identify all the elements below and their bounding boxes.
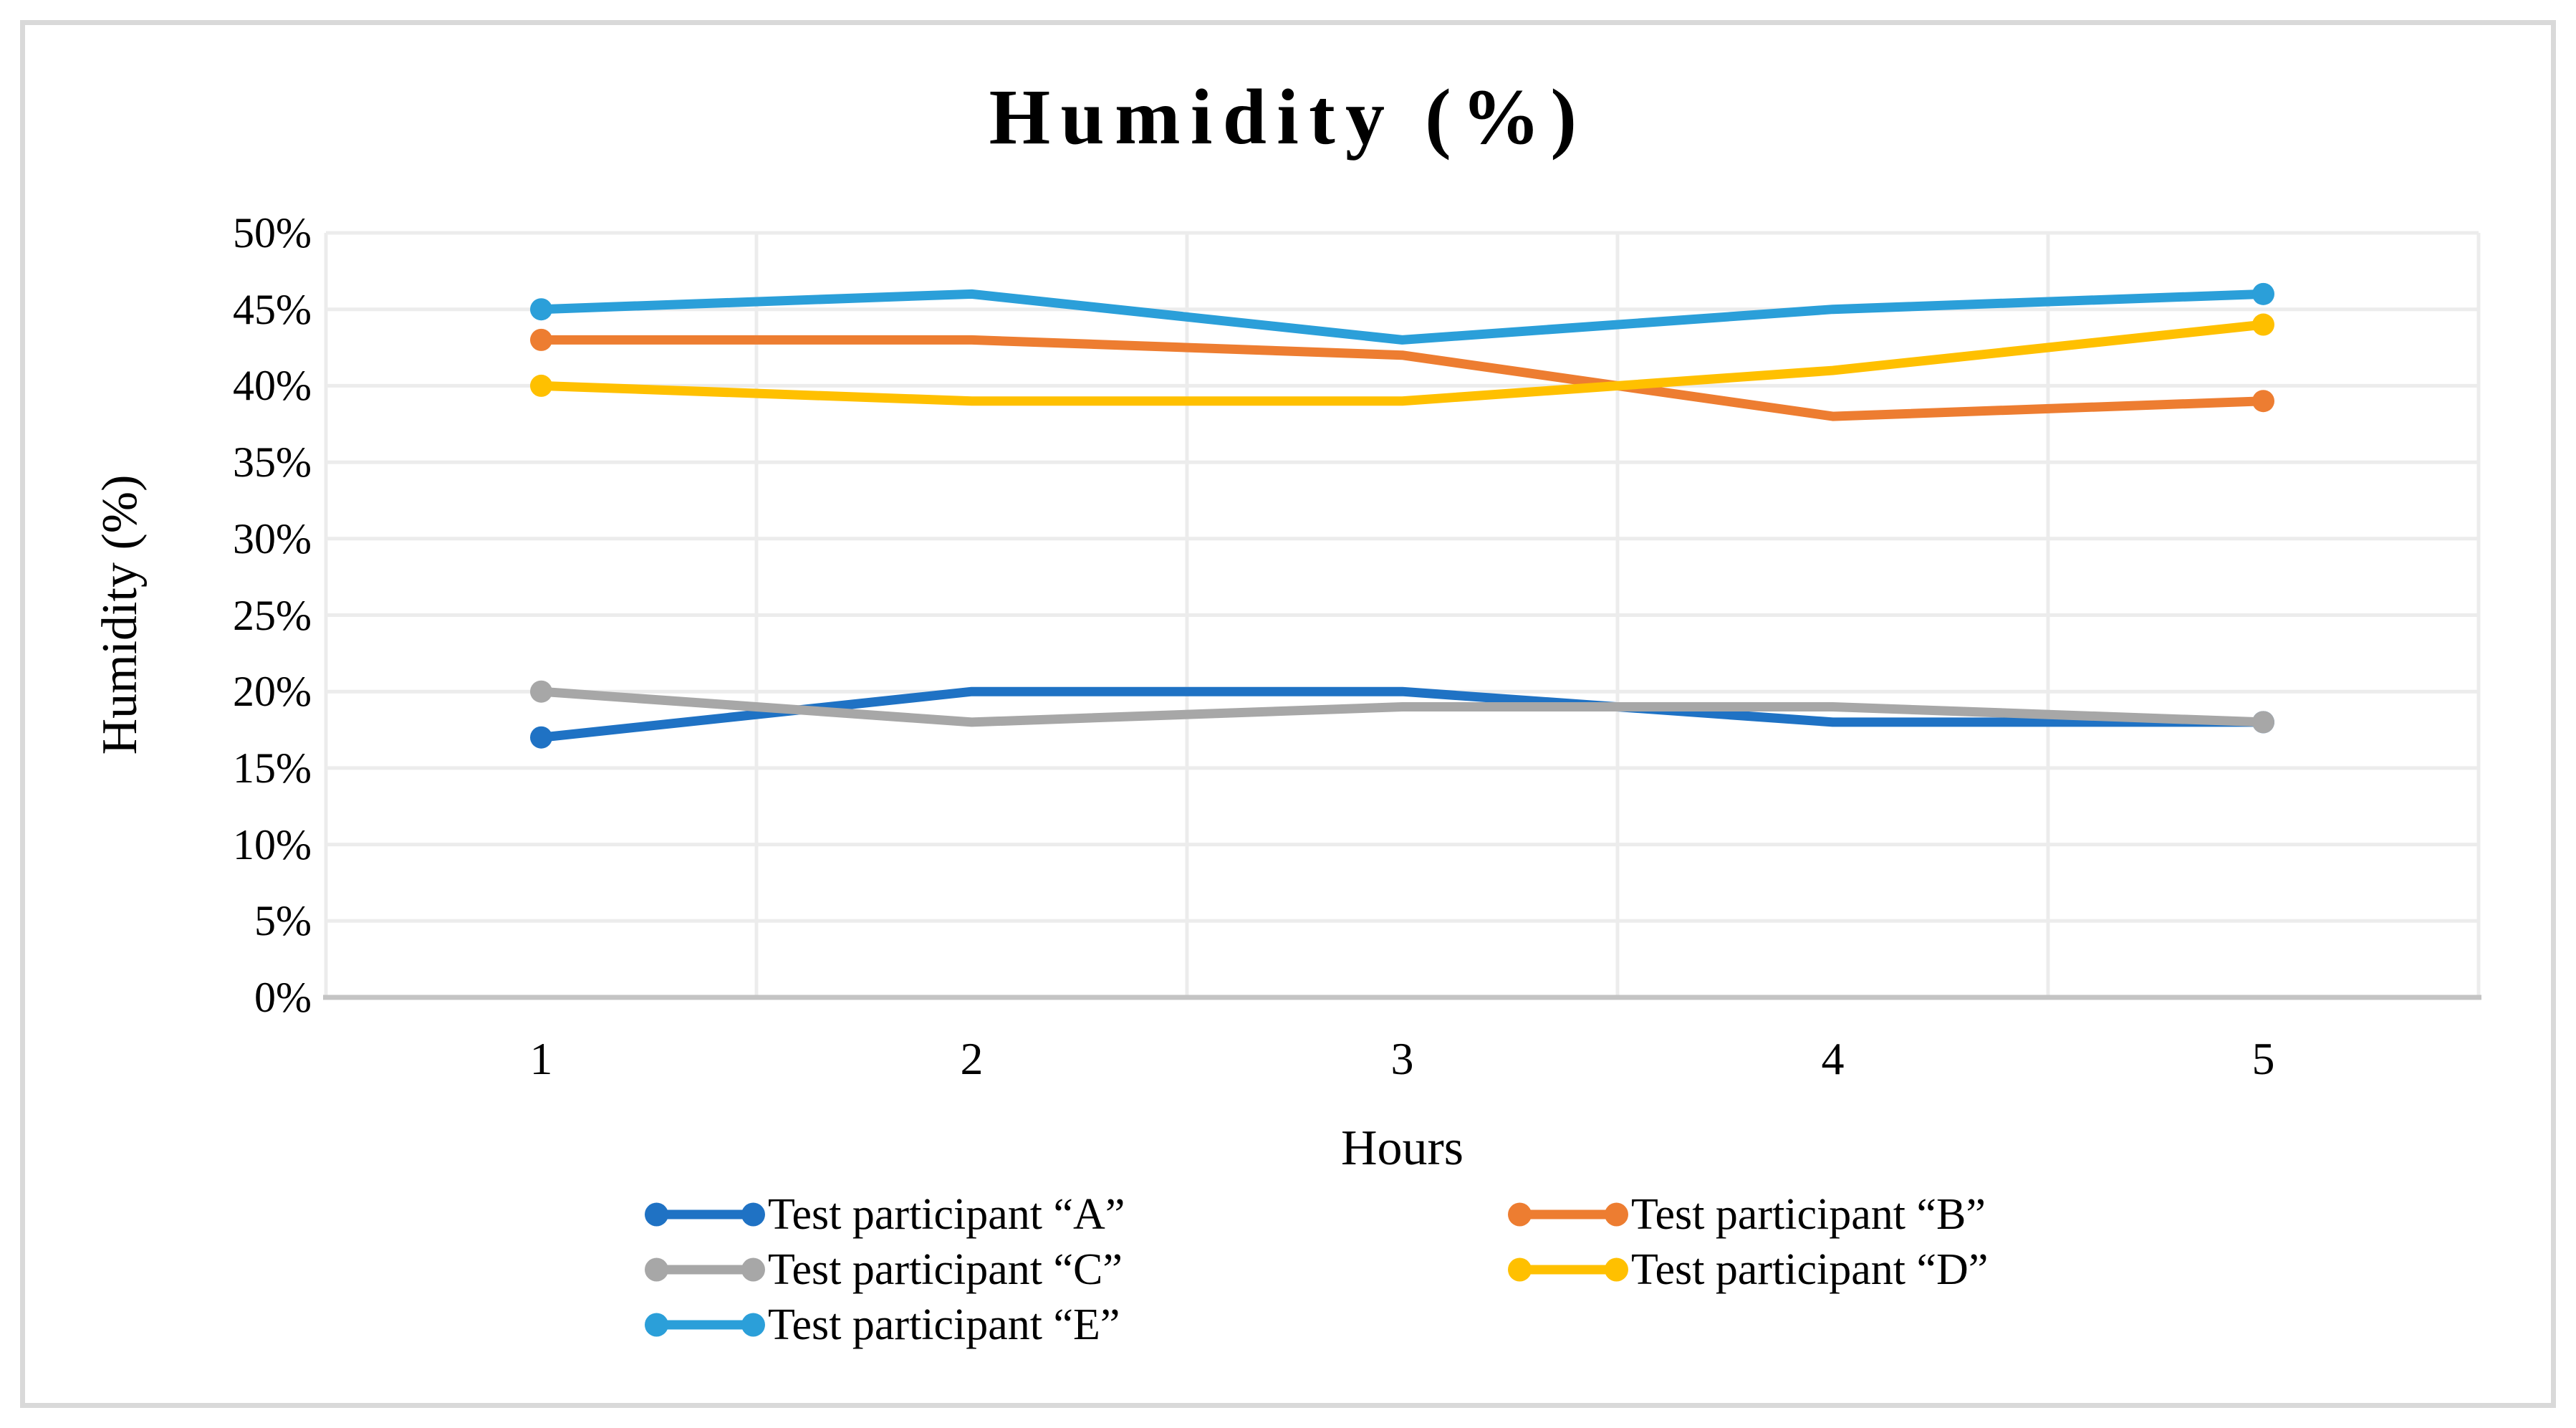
legend-item: Test participant “B” [1508, 1189, 1986, 1240]
y-tick-label: 20% [233, 668, 312, 716]
series-line-1 [537, 335, 2268, 421]
legend-item: Test participant “D” [1508, 1244, 1988, 1295]
y-axis-title: Humidity (%) [92, 474, 148, 755]
y-tick-label: 5% [254, 897, 312, 945]
x-tick-label: 1 [529, 1033, 553, 1084]
series-line-4 [537, 289, 2268, 345]
y-tick-label: 45% [233, 285, 312, 333]
y-tick-label: 25% [233, 591, 312, 639]
series-line-3 [537, 320, 2268, 406]
legend-item: Test participant “C” [645, 1244, 1123, 1295]
series-endpoint-marker-0 [530, 726, 552, 749]
series-endpoint-marker-3 [2252, 313, 2274, 336]
x-tick-label: 2 [960, 1033, 984, 1084]
series-endpoint-marker-1 [2252, 390, 2274, 413]
legend-line-marker [645, 1312, 765, 1338]
legend-item: Test participant “A” [645, 1189, 1125, 1240]
y-tick-label: 35% [233, 439, 312, 487]
legend-label: Test participant “A” [768, 1190, 1125, 1239]
legend-label: Test participant “B” [1631, 1190, 1986, 1239]
series-line-2 [537, 686, 2268, 727]
x-tick-label: 4 [1821, 1033, 1845, 1084]
series-line-0 [537, 686, 2268, 742]
y-tick-label: 50% [233, 209, 312, 257]
y-tick-label: 40% [233, 362, 312, 410]
x-tick-label: 3 [1390, 1033, 1414, 1084]
series-endpoint-marker-2 [530, 680, 552, 703]
series-endpoint-marker-2 [2252, 711, 2274, 734]
y-tick-label: 30% [233, 514, 312, 562]
legend-label: Test participant “C” [768, 1245, 1123, 1294]
y-tick-label: 10% [233, 820, 312, 868]
legend-item: Test participant “E” [645, 1299, 1120, 1351]
y-tick-label: 0% [254, 974, 312, 1021]
legend-line-marker [1508, 1257, 1628, 1283]
legend-line-marker [645, 1202, 765, 1227]
legend-label: Test participant “E” [768, 1300, 1120, 1349]
legend-line-marker [1508, 1202, 1628, 1227]
series-endpoint-marker-4 [2252, 282, 2274, 305]
y-tick-label: 15% [233, 744, 312, 792]
legend-label: Test participant “D” [1631, 1245, 1989, 1294]
legend-line-marker [645, 1257, 765, 1283]
series-endpoint-marker-4 [530, 298, 552, 321]
series-endpoint-marker-3 [530, 374, 552, 397]
x-tick-label: 5 [2251, 1033, 2275, 1084]
series-endpoint-marker-1 [530, 328, 552, 351]
x-axis-title: Hours [1340, 1121, 1464, 1176]
chart-title: Humidity (%) [989, 73, 1587, 160]
